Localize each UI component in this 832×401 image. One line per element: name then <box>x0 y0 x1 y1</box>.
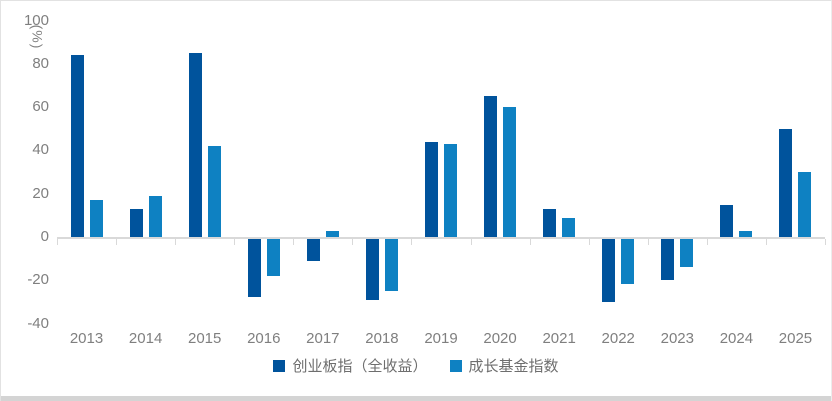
x-axis-tick-label: 2014 <box>128 330 163 347</box>
bar-2020-series-0 <box>484 96 497 237</box>
x-axis-tick-label: 2024 <box>719 330 754 347</box>
bar-2023-series-1 <box>680 239 693 267</box>
bar-2017-series-0 <box>307 239 320 261</box>
legend-label: 成长基金指数 <box>468 358 559 375</box>
bar-2020-series-1 <box>503 107 516 237</box>
x-axis-tick-mark <box>411 239 413 245</box>
bar-2017-series-1 <box>326 231 339 237</box>
y-axis-tick-label: 100 <box>23 11 49 29</box>
x-axis-tick-mark <box>765 239 767 245</box>
x-axis-tick-label: 2016 <box>247 330 281 347</box>
bar-2022-series-0 <box>602 239 615 302</box>
y-axis-tick-label: 60 <box>32 98 49 116</box>
x-axis-tick-label: 2018 <box>365 330 399 347</box>
x-axis-tick-mark <box>116 239 118 245</box>
bar-2025-series-1 <box>798 172 811 237</box>
bar-2024-series-1 <box>739 231 752 237</box>
x-axis-tick-mark <box>470 239 472 245</box>
bar-2018-series-0 <box>366 239 379 300</box>
x-axis-tick-label: 2025 <box>778 330 813 347</box>
x-axis-tick-mark <box>293 239 295 245</box>
bar-2015-series-1 <box>208 146 221 237</box>
x-axis-tick-mark <box>706 239 708 245</box>
x-axis-tick-label: 2015 <box>188 330 222 347</box>
x-axis-tick-mark <box>57 239 58 245</box>
x-axis-tick-mark <box>175 239 177 245</box>
bar-2014-series-1 <box>149 196 162 237</box>
bar-2013-series-1 <box>90 200 103 237</box>
x-axis-tick-label: 2020 <box>483 330 517 347</box>
x-axis-tick-label: 2017 <box>306 330 340 347</box>
bar-2016-series-0 <box>248 239 261 297</box>
x-axis-tick-label: 2013 <box>69 330 104 347</box>
x-axis-tick-label: 2019 <box>424 330 458 347</box>
bar-2016-series-1 <box>267 239 280 276</box>
x-axis-line <box>57 237 825 239</box>
x-axis-tick-mark <box>647 239 649 245</box>
window-bottom-edge <box>1 396 831 401</box>
bar-2019-series-1 <box>444 144 457 237</box>
x-axis-tick-label: 2022 <box>601 330 635 347</box>
bar-2018-series-1 <box>385 239 398 291</box>
x-axis-tick-mark <box>234 239 236 245</box>
bar-2024-series-0 <box>720 205 733 237</box>
y-axis-tick-label: -40 <box>27 314 49 332</box>
legend-swatch-icon <box>449 359 462 372</box>
x-axis-tick-label: 2023 <box>660 330 694 347</box>
bar-2019-series-0 <box>425 142 438 237</box>
x-axis-tick-mark <box>352 239 354 245</box>
y-axis-tick-label: -20 <box>27 271 49 289</box>
legend-item-1: 成长基金指数 <box>449 355 559 376</box>
bar-2023-series-0 <box>661 239 674 280</box>
x-axis-tick-mark <box>529 239 531 245</box>
bar-2022-series-1 <box>621 239 634 284</box>
legend-label: 创业板指（全收益） <box>292 358 428 375</box>
legend-swatch-icon <box>273 359 286 372</box>
y-axis-tick-label: 40 <box>32 141 49 159</box>
y-axis-tick-label: 20 <box>32 184 49 202</box>
x-axis-tick-mark <box>825 239 826 245</box>
x-axis-tick-label: 2021 <box>542 330 576 347</box>
y-axis-tick-label: 0 <box>40 228 49 245</box>
bar-2021-series-0 <box>543 209 556 237</box>
y-axis-tick-label: 80 <box>32 54 49 72</box>
bar-2014-series-0 <box>130 209 143 237</box>
bar-2025-series-0 <box>779 129 792 237</box>
x-axis-tick-mark <box>588 239 590 245</box>
legend-item-0: 创业板指（全收益） <box>273 355 428 376</box>
bar-2013-series-0 <box>71 55 84 237</box>
bar-2015-series-0 <box>189 53 202 237</box>
bar-2021-series-1 <box>562 218 575 237</box>
legend: 创业板指（全收益） 成长基金指数 <box>1 355 831 376</box>
